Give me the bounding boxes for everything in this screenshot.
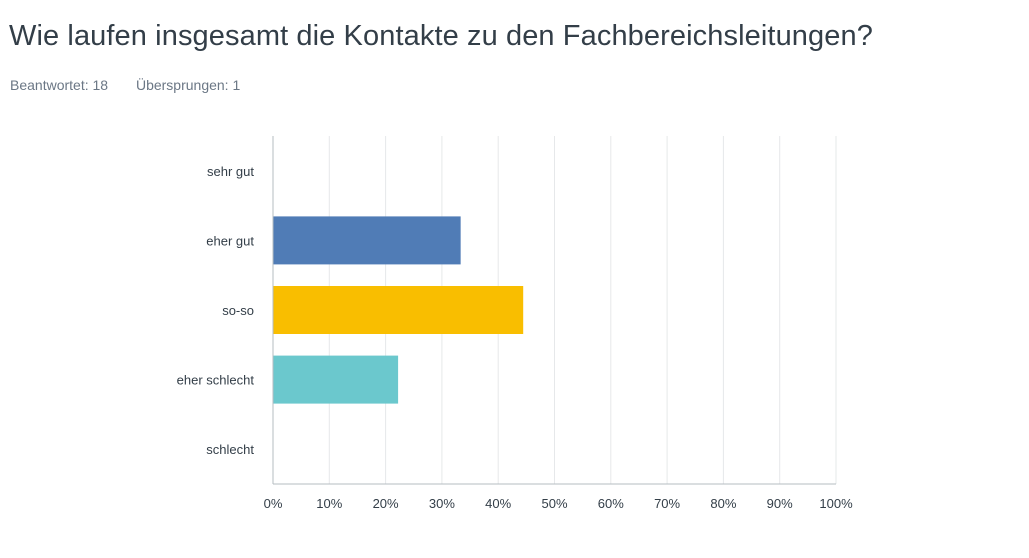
x-tick-label: 60% [598,496,624,511]
category-label: sehr gut [207,164,254,179]
axes [272,136,836,485]
bar[interactable] [273,286,524,334]
x-tick-label: 40% [485,496,511,511]
bar[interactable] [273,355,399,404]
answered-count: Beantwortet: 18 [10,77,109,93]
question-title: Wie laufen insgesamt die Kontakte zu den… [9,20,873,52]
x-tick-label: 10% [316,496,342,511]
skipped-count: Übersprungen: 1 [135,77,241,93]
category-label: schlecht [206,442,254,457]
x-tick-label: 80% [710,496,736,511]
x-tick-label: 30% [429,496,455,511]
x-tick-label: 100% [819,496,853,511]
category-label: so-so [222,303,254,318]
bars [273,216,524,404]
x-tick-label: 90% [767,496,793,511]
x-tick-label: 50% [541,496,567,511]
category-label: eher schlecht [177,373,255,388]
category-labels: sehr gut eher gut so-so eher schlecht schlec… [177,164,255,457]
x-tick-label: 0% [264,496,283,511]
tick-labels: 0% 10% 20% 30% 40% 50% 60% 70% 80% 90% 100% [264,496,853,511]
category-label: eher gut [206,233,254,248]
x-tick-label: 70% [654,496,680,511]
response-stats: Beantwortet: 18 Übersprungen: 1 [10,77,240,93]
x-tick-label: 20% [373,496,399,511]
bar[interactable] [273,216,461,265]
